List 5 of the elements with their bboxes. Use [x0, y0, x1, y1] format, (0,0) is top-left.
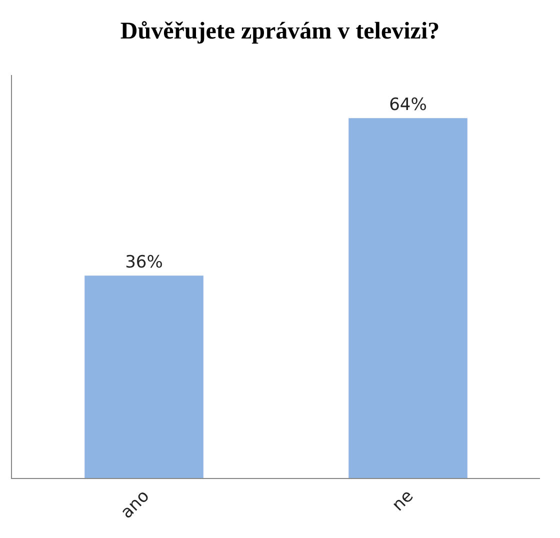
x-tick-label: ano: [117, 486, 154, 523]
data-label: 64%: [389, 95, 427, 116]
chart-title: Důvěřujete zprávám v televizi?: [120, 18, 440, 44]
x-tick-label: ne: [388, 486, 418, 516]
data-label: 36%: [125, 252, 163, 273]
